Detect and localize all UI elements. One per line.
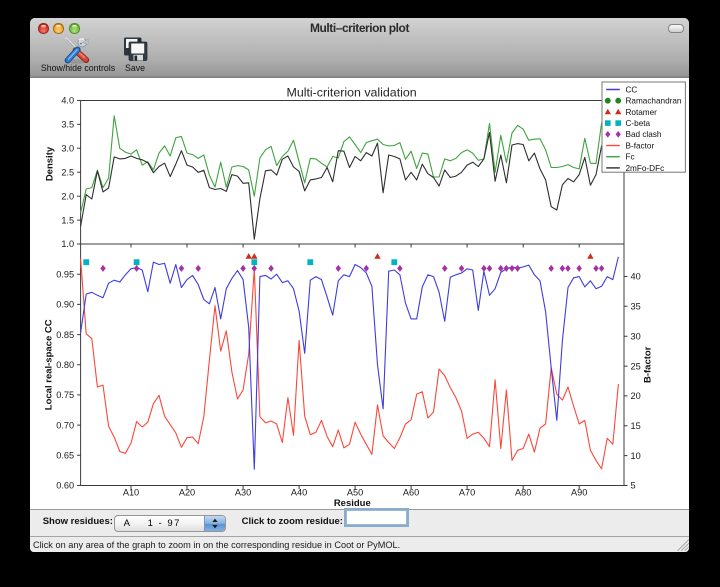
svg-text:A20: A20 — [179, 487, 195, 497]
svg-text:15: 15 — [631, 421, 641, 431]
svg-text:A50: A50 — [347, 487, 363, 497]
svg-text:0.80: 0.80 — [56, 359, 74, 369]
svg-text:1.0: 1.0 — [61, 239, 74, 249]
svg-text:3.5: 3.5 — [61, 119, 74, 129]
svg-text:0.75: 0.75 — [56, 390, 74, 400]
svg-text:35: 35 — [631, 301, 641, 311]
svg-text:0.95: 0.95 — [56, 269, 74, 279]
svg-text:2.5: 2.5 — [61, 167, 74, 177]
svg-text:30: 30 — [631, 331, 641, 341]
svg-text:A90: A90 — [571, 487, 587, 497]
svg-text:C-beta: C-beta — [626, 119, 651, 128]
svg-text:A30: A30 — [235, 487, 251, 497]
svg-text:0.85: 0.85 — [56, 329, 74, 339]
svg-text:1.5: 1.5 — [61, 215, 74, 225]
svg-text:A70: A70 — [459, 487, 475, 497]
svg-text:25: 25 — [631, 361, 641, 371]
svg-text:Residue: Residue — [334, 498, 371, 509]
svg-text:CC: CC — [626, 85, 638, 94]
svg-text:Fc: Fc — [626, 152, 635, 161]
svg-text:3.0: 3.0 — [61, 143, 74, 153]
svg-text:Rotamer: Rotamer — [626, 107, 658, 116]
svg-text:Bad clash: Bad clash — [626, 130, 662, 139]
svg-text:5: 5 — [631, 480, 636, 490]
svg-text:0.60: 0.60 — [56, 480, 74, 490]
svg-text:2mFo-DFc: 2mFo-DFc — [626, 163, 665, 172]
svg-text:0.70: 0.70 — [56, 420, 74, 430]
svg-text:Density: Density — [44, 146, 55, 181]
svg-text:A10: A10 — [123, 487, 139, 497]
svg-text:0.65: 0.65 — [56, 450, 74, 460]
svg-text:2.0: 2.0 — [61, 191, 74, 201]
svg-text:20: 20 — [631, 391, 641, 401]
svg-text:A40: A40 — [291, 487, 307, 497]
svg-text:0.90: 0.90 — [56, 299, 74, 309]
svg-text:A80: A80 — [515, 487, 531, 497]
svg-text:Ramachandran: Ramachandran — [626, 96, 682, 105]
svg-text:10: 10 — [631, 450, 641, 460]
svg-text:Local real-space CC: Local real-space CC — [44, 319, 55, 410]
svg-text:B-factor: B-factor — [626, 141, 655, 150]
svg-text:4.0: 4.0 — [61, 95, 74, 105]
svg-text:Multi-criterion validation: Multi-criterion validation — [287, 85, 417, 99]
svg-text:40: 40 — [631, 271, 641, 281]
svg-text:B-factor: B-factor — [643, 346, 654, 383]
svg-text:A60: A60 — [403, 487, 419, 497]
